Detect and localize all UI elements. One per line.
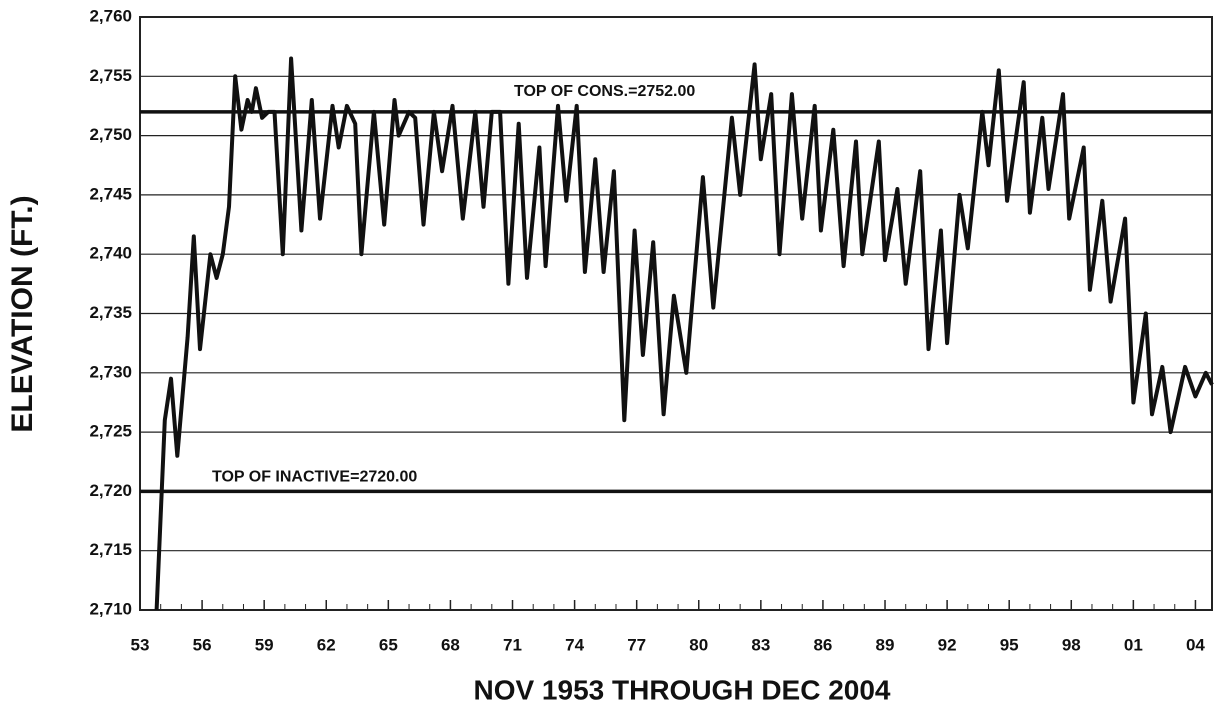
x-tick-label: 74 bbox=[565, 635, 584, 654]
y-tick-label: 2,735 bbox=[89, 303, 132, 322]
y-tick-label: 2,745 bbox=[89, 184, 132, 203]
x-tick-label: 01 bbox=[1124, 635, 1143, 654]
reference-label: TOP OF CONS.=2752.00 bbox=[514, 83, 695, 100]
x-tick-label: 86 bbox=[813, 635, 832, 654]
data-line bbox=[154, 56, 1214, 611]
y-tick-label: 2,755 bbox=[89, 66, 132, 85]
x-tick-label: 68 bbox=[441, 635, 460, 654]
y-axis-title: ELEVATION (FT.) bbox=[6, 195, 39, 432]
x-axis-title: NOV 1953 THROUGH DEC 2004 bbox=[473, 674, 890, 705]
y-tick-label: 2,740 bbox=[89, 244, 132, 263]
y-tick-label: 2,750 bbox=[89, 125, 132, 144]
y-tick-label: 2,725 bbox=[89, 422, 132, 441]
x-tick-label: 56 bbox=[193, 635, 212, 654]
x-tick-label: 65 bbox=[379, 635, 398, 654]
x-tick-label: 92 bbox=[938, 635, 957, 654]
y-tick-label: 2,710 bbox=[89, 599, 132, 618]
x-tick-label: 98 bbox=[1062, 635, 1081, 654]
x-tick-label: 89 bbox=[876, 635, 895, 654]
y-tick-label: 2,730 bbox=[89, 362, 132, 381]
x-tick-label: 59 bbox=[255, 635, 274, 654]
x-tick-label: 83 bbox=[751, 635, 770, 654]
x-tick-label: 04 bbox=[1186, 635, 1205, 654]
x-tick-label: 77 bbox=[627, 635, 646, 654]
y-tick-label: 2,720 bbox=[89, 481, 132, 500]
x-tick-label: 62 bbox=[317, 635, 336, 654]
plot-frame bbox=[139, 16, 1213, 611]
reference-label: TOP OF INACTIVE=2720.00 bbox=[212, 469, 417, 486]
y-tick-label: 2,760 bbox=[89, 6, 132, 25]
x-tick-label: 53 bbox=[131, 635, 150, 654]
x-tick-label: 71 bbox=[503, 635, 522, 654]
y-tick-label: 2,715 bbox=[89, 540, 132, 559]
x-tick-label: 95 bbox=[1000, 635, 1019, 654]
x-tick-label: 80 bbox=[689, 635, 708, 654]
